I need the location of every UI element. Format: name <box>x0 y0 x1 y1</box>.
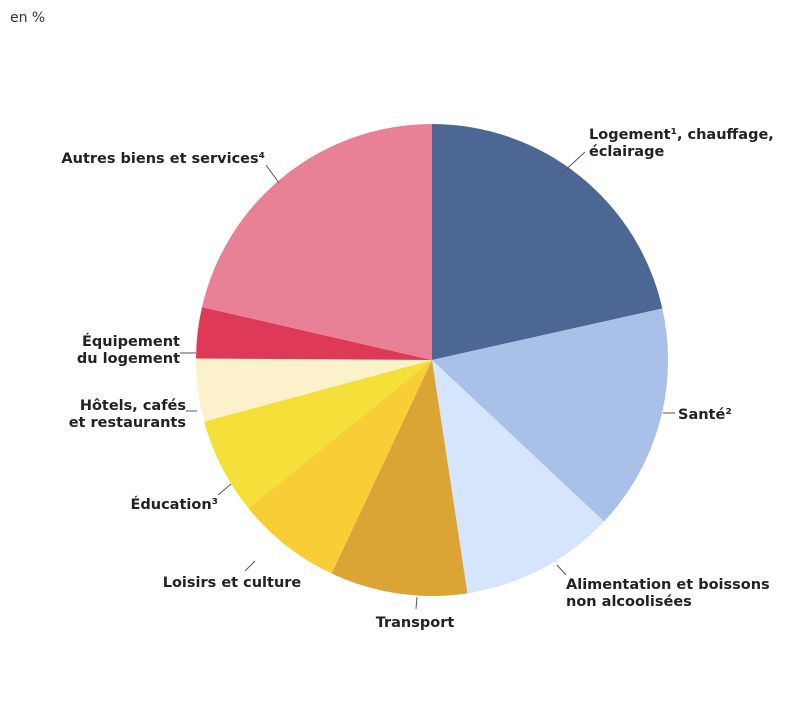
slice-label-9: Autres biens et services⁴ <box>61 151 265 167</box>
slice-label-line: et restaurants <box>69 415 186 431</box>
slice-label-line: Autres biens et services⁴ <box>61 151 265 167</box>
leader-line-9 <box>265 164 280 184</box>
slice-label-line: Alimentation et boissons <box>566 577 770 593</box>
leader-line-1 <box>559 151 586 176</box>
slice-label-line: Logement¹, chauffage, <box>589 127 774 143</box>
slice-label-7: Hôtels, cafés et restaurants <box>69 398 186 431</box>
leader-line-3 <box>556 564 567 576</box>
slice-label-line: Transport <box>376 615 455 631</box>
pie-slice-6 <box>204 360 432 509</box>
unit-label: en % <box>10 10 46 26</box>
pie-slice-2 <box>432 308 669 522</box>
slice-label-line: du logement <box>77 351 180 367</box>
pie-slice-8 <box>196 307 432 360</box>
slice-label-line: Santé² <box>678 407 732 423</box>
slice-label-3: Alimentation et boissons non alcoolisées <box>566 577 770 610</box>
slice-label-4: Transport <box>376 615 455 631</box>
slice-label-line: Loisirs et culture <box>163 575 302 591</box>
pie-slice-5 <box>248 360 432 574</box>
slice-label-line: non alcoolisées <box>566 594 692 610</box>
leader-line-6 <box>217 483 232 496</box>
pie-slice-3 <box>432 360 605 594</box>
slice-label-8: Équipement du logement <box>77 333 180 367</box>
pie-slice-1 <box>432 123 663 360</box>
slice-label-6: Éducation³ <box>130 496 218 513</box>
slice-label-line: éclairage <box>589 144 664 160</box>
leader-line-4 <box>415 596 418 610</box>
slice-label-line: Équipement <box>82 333 180 350</box>
leader-line-5 <box>244 560 256 572</box>
pie-slice-7 <box>195 358 432 422</box>
pie-slice-9 <box>202 124 432 360</box>
pie-slice-4 <box>331 360 468 596</box>
slice-label-5: Loisirs et culture <box>163 575 302 591</box>
slice-label-1: Logement¹, chauffage, éclairage <box>589 127 774 160</box>
slice-label-line: Éducation³ <box>130 496 218 513</box>
slice-label-2: Santé² <box>678 407 732 423</box>
slice-label-line: Hôtels, cafés <box>80 398 186 414</box>
